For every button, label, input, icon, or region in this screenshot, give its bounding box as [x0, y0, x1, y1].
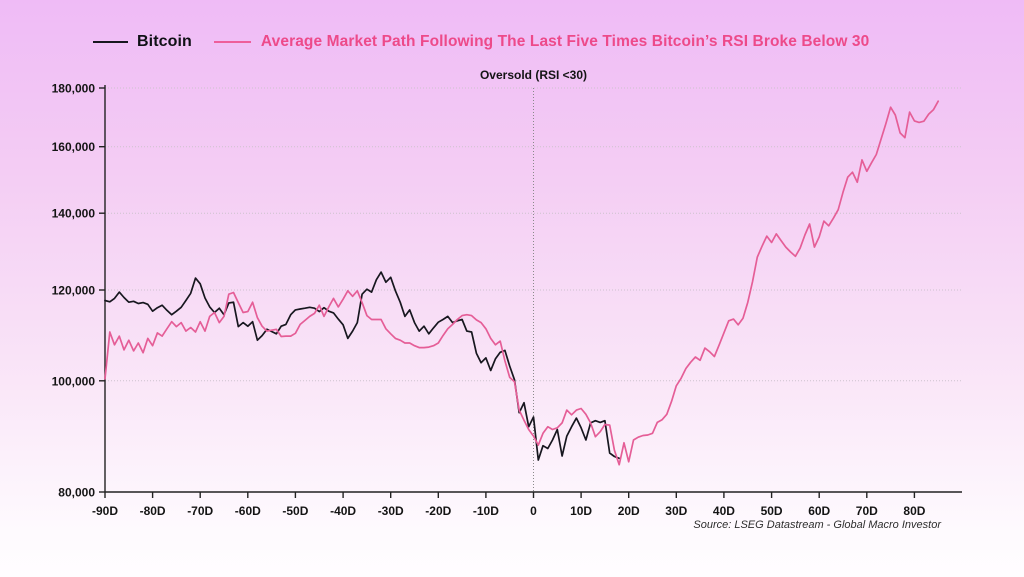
y-tick-label: 80,000 — [58, 486, 95, 500]
x-tick-label: 70D — [856, 504, 878, 518]
average-line-swatch — [213, 41, 251, 43]
x-tick-label: 0 — [530, 504, 537, 518]
y-tick-label: 120,000 — [52, 284, 96, 298]
y-tick-label: 140,000 — [52, 207, 96, 221]
x-tick-label: -90D — [92, 504, 118, 518]
bitcoin-series-line — [104, 271, 621, 461]
y-tick-label: 100,000 — [52, 374, 96, 388]
x-tick-label: -50D — [282, 504, 308, 518]
x-tick-label: -80D — [140, 504, 166, 518]
bitcoin-line-swatch — [93, 41, 128, 43]
x-tick-label: 50D — [761, 504, 783, 518]
x-tick-label: 10D — [570, 504, 592, 518]
x-tick-label: -60D — [235, 504, 261, 518]
source-note: Source: LSEG Datastream - Global Macro I… — [693, 519, 941, 531]
x-tick-label: 80D — [903, 504, 925, 518]
legend: Bitcoin Average Market Path Following Th… — [93, 32, 869, 52]
bitcoin-legend-label: Bitcoin — [137, 33, 192, 50]
x-tick-label: 40D — [713, 504, 735, 518]
x-tick-label: 20D — [618, 504, 640, 518]
average-path-series-line — [104, 100, 940, 466]
x-tick-label: 30D — [665, 504, 687, 518]
x-tick-label: 60D — [808, 504, 830, 518]
x-tick-label: -20D — [425, 504, 451, 518]
x-tick-label: -70D — [187, 504, 213, 518]
x-tick-label: -40D — [330, 504, 356, 518]
x-tick-label: -10D — [473, 504, 499, 518]
chart-title: Oversold (RSI <30) — [479, 68, 588, 82]
y-tick-label: 180,000 — [52, 82, 96, 96]
x-tick-label: -30D — [378, 504, 404, 518]
y-tick-label: 160,000 — [52, 140, 96, 154]
average-legend-label: Average Market Path Following The Last F… — [260, 33, 870, 50]
